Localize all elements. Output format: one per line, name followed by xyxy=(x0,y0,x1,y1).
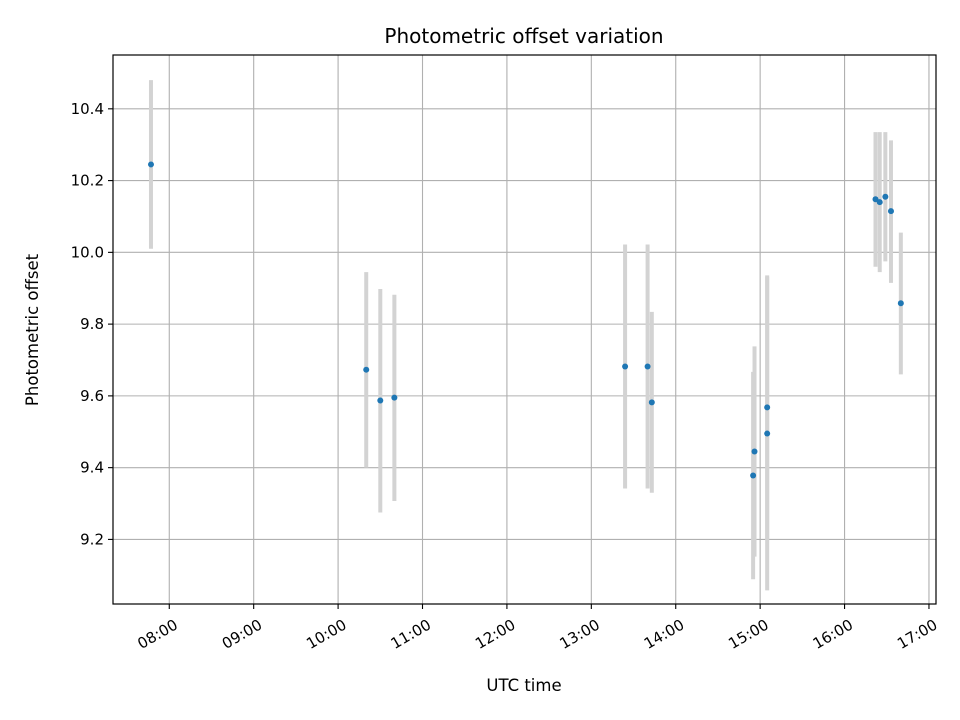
data-point-7 xyxy=(750,472,757,479)
y-axis-title: Photometric offset xyxy=(23,253,42,406)
error-bars xyxy=(148,80,903,591)
data-point-0 xyxy=(147,161,154,168)
x-axis-ticks: 08:00 09:00 10:00 11:00 12:00 13:00 14:00 15:00… xyxy=(134,604,941,653)
y-tick-label: 10.4 xyxy=(71,100,104,118)
grid xyxy=(113,55,936,604)
x-tick-label: 16:00 xyxy=(810,616,856,653)
data-point-14 xyxy=(887,208,894,215)
data-points xyxy=(147,161,904,479)
data-point-15 xyxy=(897,300,904,307)
plot-frame xyxy=(112,54,937,605)
data-point-8 xyxy=(751,448,758,455)
x-tick-label: 17:00 xyxy=(894,616,940,653)
x-tick-label: 13:00 xyxy=(556,616,602,653)
data-point-13 xyxy=(882,193,889,200)
x-tick-label: 10:00 xyxy=(303,616,349,653)
data-point-2 xyxy=(377,397,384,404)
data-point-9 xyxy=(764,430,771,437)
x-tick-label: 11:00 xyxy=(388,616,434,653)
data-point-5 xyxy=(644,363,651,370)
x-axis-title: UTC time xyxy=(486,676,561,695)
data-point-11 xyxy=(872,196,879,203)
chart-title: Photometric offset variation xyxy=(384,24,663,48)
x-tick-label: 14:00 xyxy=(641,616,687,653)
data-point-3 xyxy=(391,394,398,401)
data-point-12 xyxy=(876,199,883,206)
y-tick-label: 9.6 xyxy=(80,387,104,405)
data-point-4 xyxy=(622,363,629,370)
data-point-6 xyxy=(648,399,655,406)
x-tick-label: 09:00 xyxy=(219,616,265,653)
data-point-1 xyxy=(363,366,370,373)
y-tick-label: 9.8 xyxy=(80,315,104,333)
y-tick-label: 9.2 xyxy=(80,530,104,548)
x-tick-label: 15:00 xyxy=(725,616,771,653)
x-tick-label: 12:00 xyxy=(472,616,518,653)
y-axis-ticks: 9.2 9.4 9.6 9.8 10.0 10.2 10.4 xyxy=(71,100,113,548)
y-tick-label: 10.2 xyxy=(71,172,104,190)
y-tick-label: 9.4 xyxy=(80,459,104,477)
data-point-10 xyxy=(764,404,771,411)
x-tick-label: 08:00 xyxy=(134,616,180,653)
y-tick-label: 10.0 xyxy=(71,243,104,261)
